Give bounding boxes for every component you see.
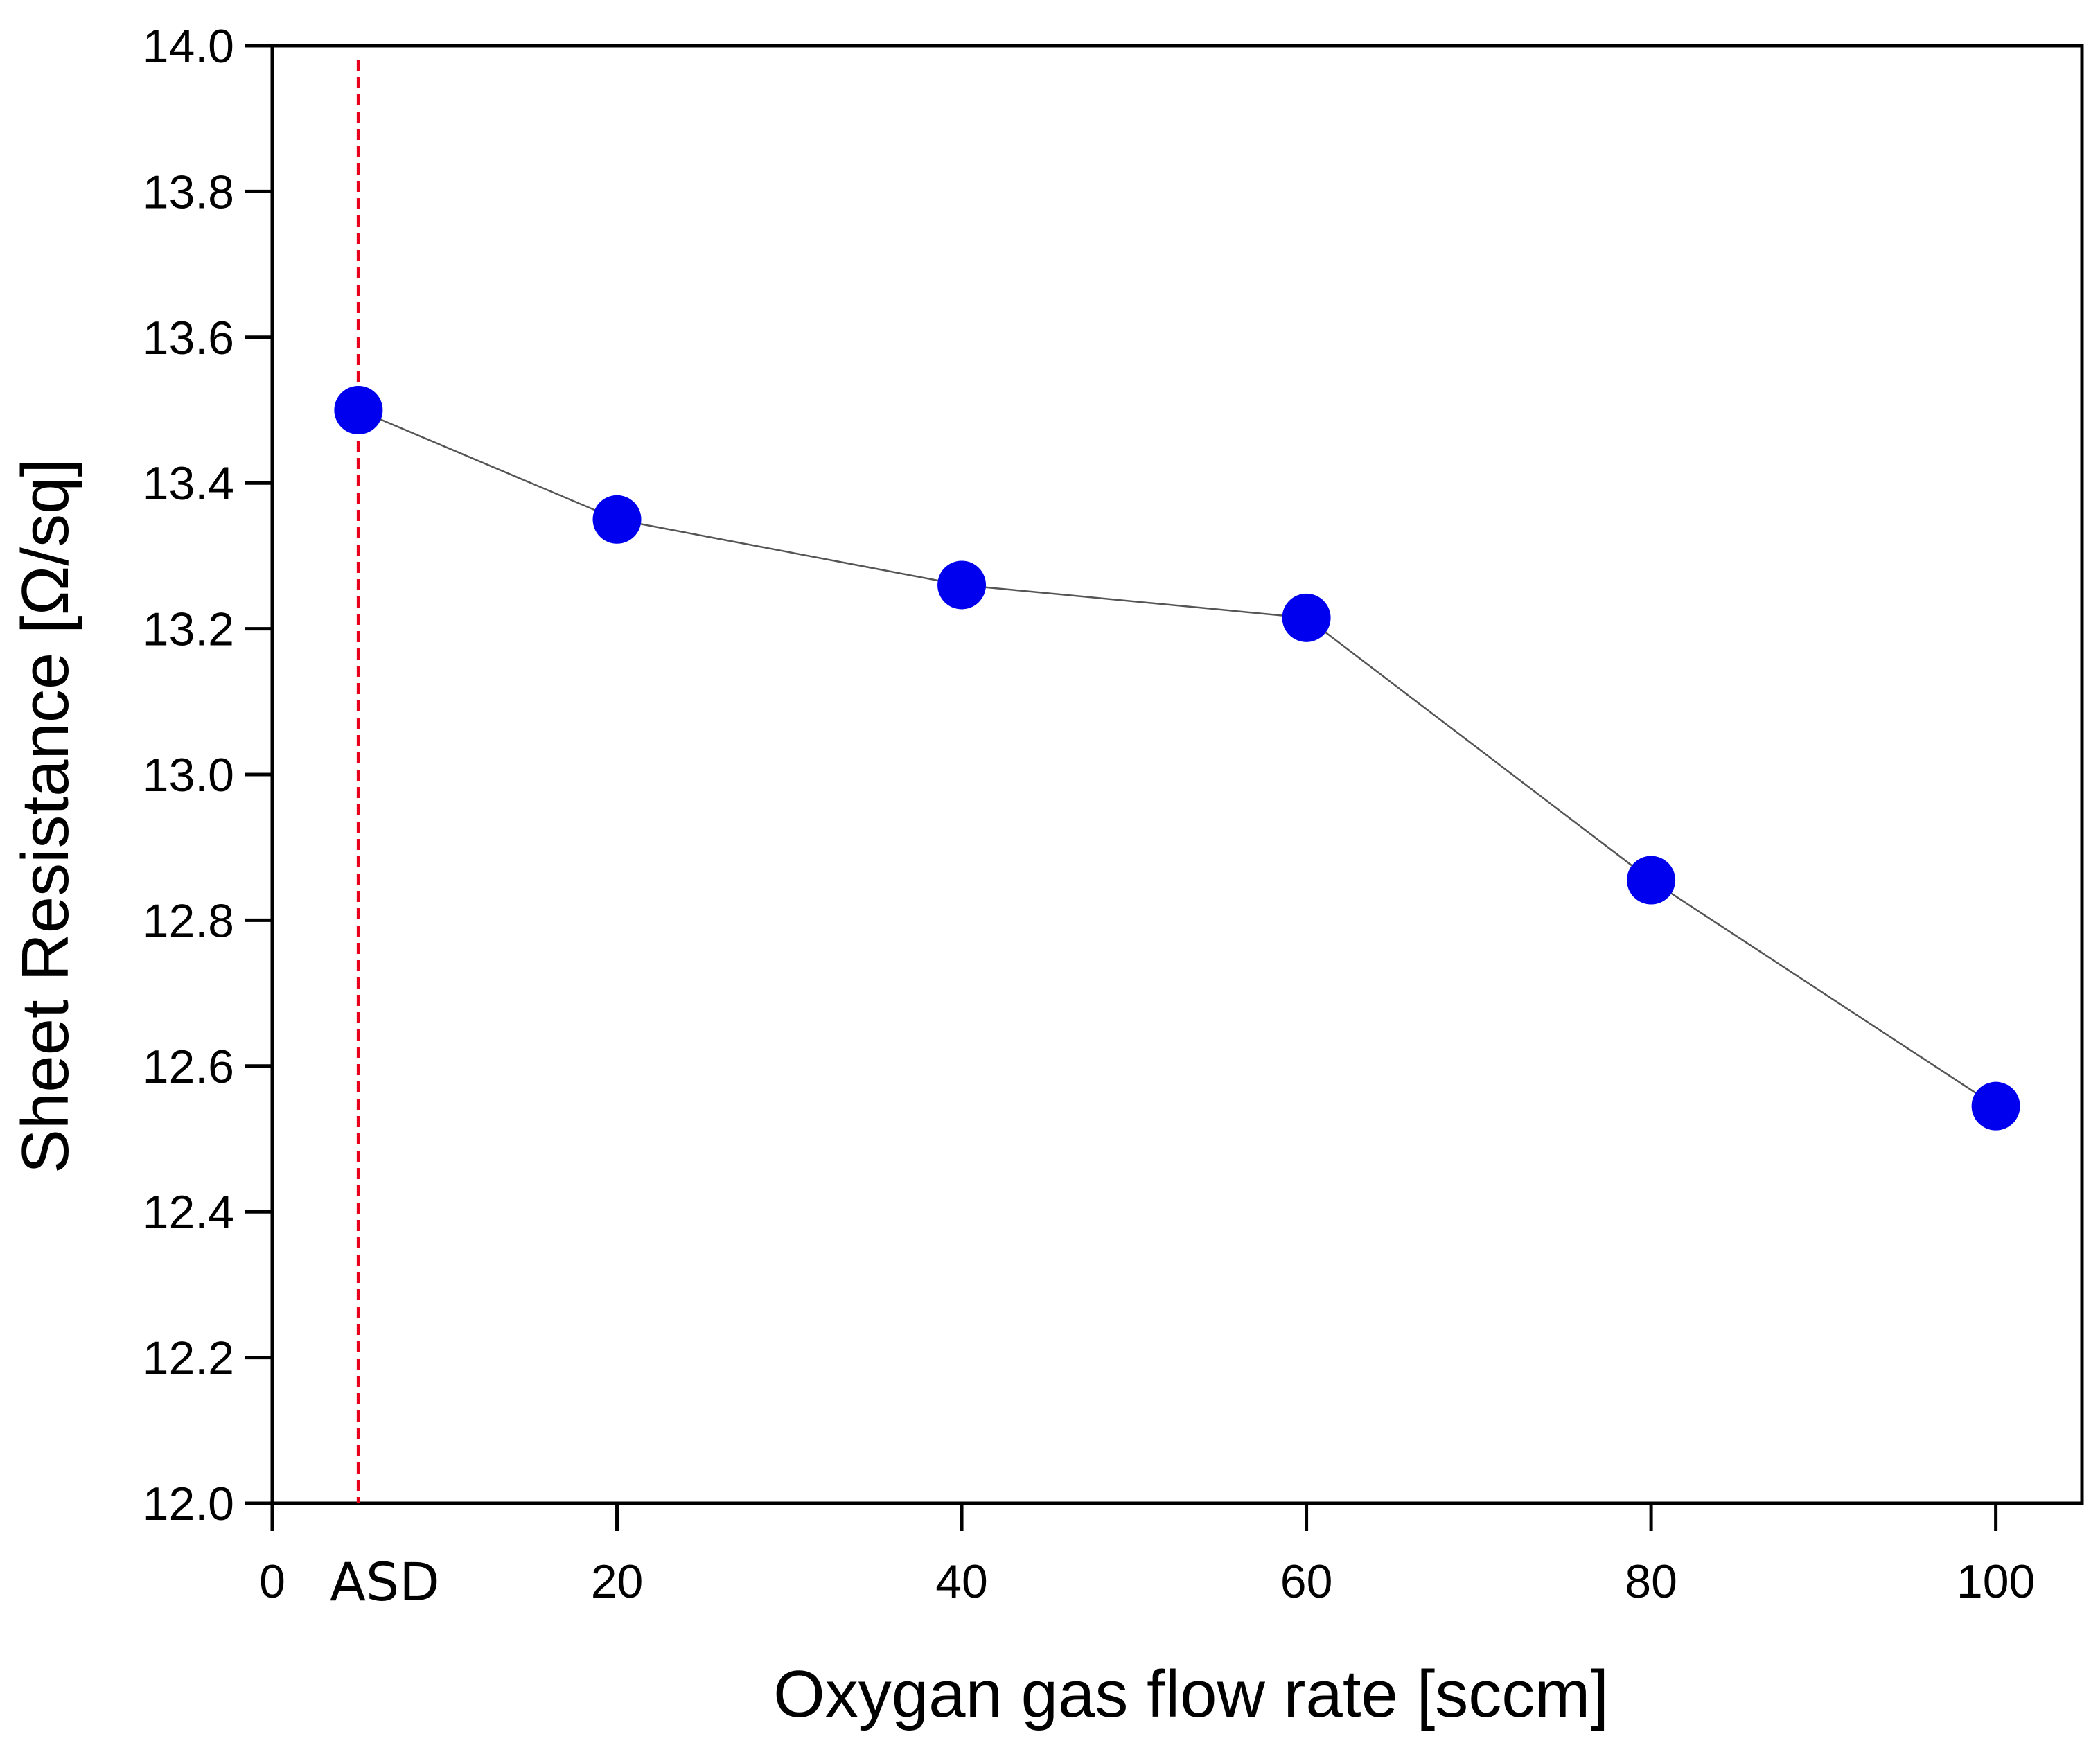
x-tick-label: 20 bbox=[591, 1555, 644, 1608]
axes-group bbox=[245, 44, 2084, 1531]
asd-annotation-label: ASD bbox=[330, 1551, 440, 1613]
y-tick-label: 13.0 bbox=[143, 749, 234, 802]
y-tick-label: 12.6 bbox=[143, 1041, 234, 1093]
series-group bbox=[334, 386, 2020, 1131]
labels-group: 12.0 12.2 12.4 12.6 12.8 13.0 13.2 13.4 13.6 13.8… bbox=[8, 20, 2035, 1731]
x-tick-label: 0 bbox=[259, 1555, 285, 1608]
y-tick-label: 13.8 bbox=[143, 166, 234, 218]
plot-frame bbox=[270, 44, 2084, 1505]
y-tick-label: 13.4 bbox=[143, 457, 234, 510]
y-axis-title: Sheet Resistance [Ω/sq] bbox=[8, 459, 82, 1174]
y-tick-label: 13.2 bbox=[143, 603, 234, 656]
y-tick-label: 14.0 bbox=[143, 20, 234, 73]
x-tick-label: 100 bbox=[1957, 1555, 2035, 1608]
x-axis-title: Oxygan gas flow rate [sccm] bbox=[773, 1657, 1609, 1731]
data-point bbox=[937, 560, 987, 610]
x-tick-label: 80 bbox=[1625, 1555, 1677, 1608]
data-point bbox=[592, 495, 642, 544]
x-tick-label: 40 bbox=[935, 1555, 988, 1608]
x-tick-label: 60 bbox=[1280, 1555, 1333, 1608]
data-point bbox=[1627, 856, 1676, 905]
y-tick-label: 12.8 bbox=[143, 894, 234, 947]
data-point bbox=[334, 386, 383, 434]
y-tick-label: 12.2 bbox=[143, 1332, 234, 1385]
data-point bbox=[1971, 1081, 2020, 1131]
data-point bbox=[1282, 593, 1331, 642]
y-tick-label: 13.6 bbox=[143, 312, 234, 364]
y-tick-label: 12.4 bbox=[143, 1186, 234, 1239]
y-tick-label: 12.0 bbox=[143, 1478, 234, 1530]
series-line bbox=[358, 409, 1997, 1107]
